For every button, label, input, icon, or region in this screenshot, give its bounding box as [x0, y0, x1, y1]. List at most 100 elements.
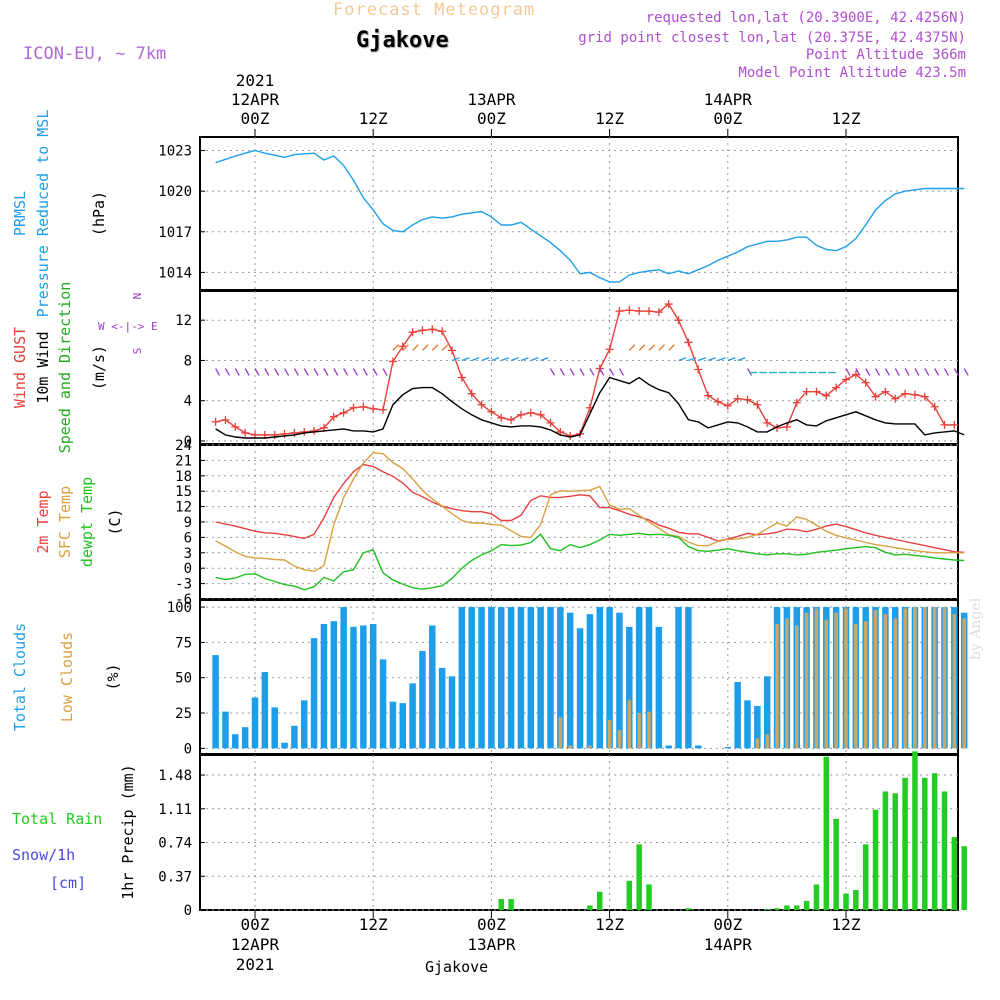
series-line — [215, 376, 965, 439]
bar — [330, 621, 338, 749]
wind-arrow — [224, 368, 231, 376]
series-line — [215, 303, 955, 437]
data-point — [782, 422, 791, 431]
wind-arrow — [845, 368, 851, 376]
bar — [637, 713, 641, 749]
panel-pressure: 1014 1017 1020 1023 PRMSL Pressure Reduced to… — [11, 110, 965, 317]
wind-arrow — [451, 357, 460, 362]
bar — [212, 655, 219, 749]
panel-clouds: 0 25 50 75 100 Total Clouds Low Clouds (%) — [11, 599, 968, 757]
x-tick-label-bottom: 00Z — [477, 915, 506, 934]
wind-arrow — [579, 368, 585, 376]
bar — [587, 905, 593, 910]
data-point — [625, 306, 634, 315]
bar — [952, 614, 957, 749]
model-label: ICON-EU, ~ 7km — [23, 44, 167, 64]
data-point — [310, 426, 319, 435]
x-tick-label-top: 12APR — [231, 90, 280, 109]
bar — [586, 614, 594, 749]
data-point — [753, 400, 762, 409]
wind-arrow — [874, 368, 881, 376]
y-tick-label: 0 — [184, 561, 192, 577]
data-point — [713, 397, 722, 406]
bar — [882, 791, 889, 910]
bar — [409, 683, 416, 749]
bar — [784, 905, 790, 910]
bar — [872, 809, 879, 910]
bar — [795, 625, 799, 749]
wind-arrow — [609, 368, 615, 376]
data-point — [910, 390, 919, 399]
data-point — [231, 422, 240, 431]
panel-frame — [199, 136, 959, 291]
wind-arrow — [559, 368, 565, 376]
y-tick-label: 1020 — [158, 184, 192, 200]
data-point — [635, 307, 644, 316]
bar — [232, 734, 239, 749]
panel-label: (C) — [106, 508, 124, 535]
wind-arrow — [491, 357, 500, 362]
data-point — [349, 403, 358, 412]
compass-west-east: W <-|-> E — [98, 320, 158, 333]
bar — [765, 734, 769, 749]
data-point — [379, 405, 388, 414]
y-tick-label: -6 — [175, 592, 192, 608]
bar — [734, 681, 741, 749]
bar — [893, 618, 897, 749]
bar — [626, 880, 633, 910]
wind-arrow — [924, 368, 930, 376]
y-tick-label: 0 — [184, 903, 192, 919]
panel-label: (%) — [104, 663, 122, 690]
wind-arrow — [549, 368, 556, 376]
bar — [941, 791, 948, 910]
data-point — [477, 400, 486, 409]
data-point — [516, 410, 525, 419]
data-point — [487, 407, 496, 416]
series-line — [215, 149, 965, 283]
bar — [360, 625, 367, 749]
data-point — [615, 307, 624, 316]
bar — [833, 818, 839, 910]
wind-arrow — [461, 357, 470, 362]
bar — [251, 697, 259, 749]
bar — [597, 891, 603, 910]
bar — [764, 909, 770, 910]
y-tick-label: 0.37 — [158, 869, 192, 885]
bar — [931, 773, 938, 910]
data-point — [950, 420, 959, 429]
location-title: Gjakove — [356, 28, 449, 53]
point-altitude: Point Altitude 366m — [805, 47, 966, 63]
bar — [301, 700, 308, 749]
bar — [320, 624, 328, 749]
wind-arrow — [274, 368, 280, 376]
wind-arrow — [540, 357, 549, 362]
data-point — [408, 328, 417, 337]
bar — [340, 607, 347, 749]
y-tick-label: 1017 — [158, 225, 192, 241]
wind-arrow — [441, 344, 449, 351]
x-tick-label-top: 12Z — [595, 109, 624, 128]
bar — [647, 711, 651, 749]
bar — [932, 607, 937, 749]
x-tick-label-bottom: 13APR — [467, 935, 516, 954]
bar — [823, 756, 830, 910]
data-point — [526, 408, 535, 417]
bar — [962, 618, 966, 749]
wind-arrow — [530, 357, 539, 362]
y-tick-label: 12 — [175, 500, 192, 516]
x-tick-label-bottom: 14APR — [704, 935, 753, 954]
bar — [923, 607, 927, 749]
wind-arrow — [244, 368, 250, 376]
data-point — [241, 428, 250, 437]
series-line — [215, 532, 965, 591]
data-point — [832, 383, 841, 392]
bar — [271, 707, 278, 749]
wind-arrow — [678, 357, 687, 362]
bar — [617, 729, 622, 749]
wind-arrow — [884, 368, 890, 376]
panel-label: SFC Temp — [56, 486, 74, 558]
data-point — [743, 395, 752, 404]
wind-arrow — [727, 357, 736, 362]
wind-arrow — [638, 344, 646, 351]
bar — [478, 607, 485, 749]
